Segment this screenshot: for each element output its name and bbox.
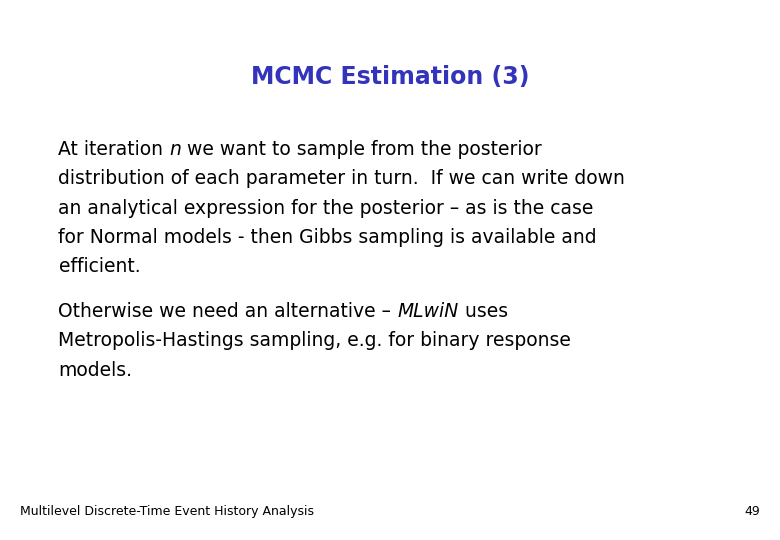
Text: distribution of each parameter in turn.  If we can write down: distribution of each parameter in turn. … (58, 170, 626, 188)
Text: MCMC Estimation (3): MCMC Estimation (3) (250, 65, 530, 89)
Text: Otherwise we need an alternative –: Otherwise we need an alternative – (58, 302, 397, 321)
Text: an analytical expression for the posterior – as is the case: an analytical expression for the posteri… (58, 199, 594, 218)
Text: uses: uses (459, 302, 508, 321)
Text: we want to sample from the posterior: we want to sample from the posterior (182, 140, 542, 159)
Text: efficient.: efficient. (58, 256, 140, 275)
Text: for Normal models - then Gibbs sampling is available and: for Normal models - then Gibbs sampling … (58, 227, 597, 247)
Text: Metropolis-Hastings sampling, e.g. for binary response: Metropolis-Hastings sampling, e.g. for b… (58, 332, 572, 350)
Text: n: n (169, 140, 182, 159)
Text: Multilevel Discrete-Time Event History Analysis: Multilevel Discrete-Time Event History A… (20, 505, 314, 518)
Text: models.: models. (58, 361, 133, 380)
Text: MLwiN: MLwiN (397, 302, 459, 321)
Text: At iteration: At iteration (58, 140, 169, 159)
Text: 49: 49 (745, 505, 760, 518)
